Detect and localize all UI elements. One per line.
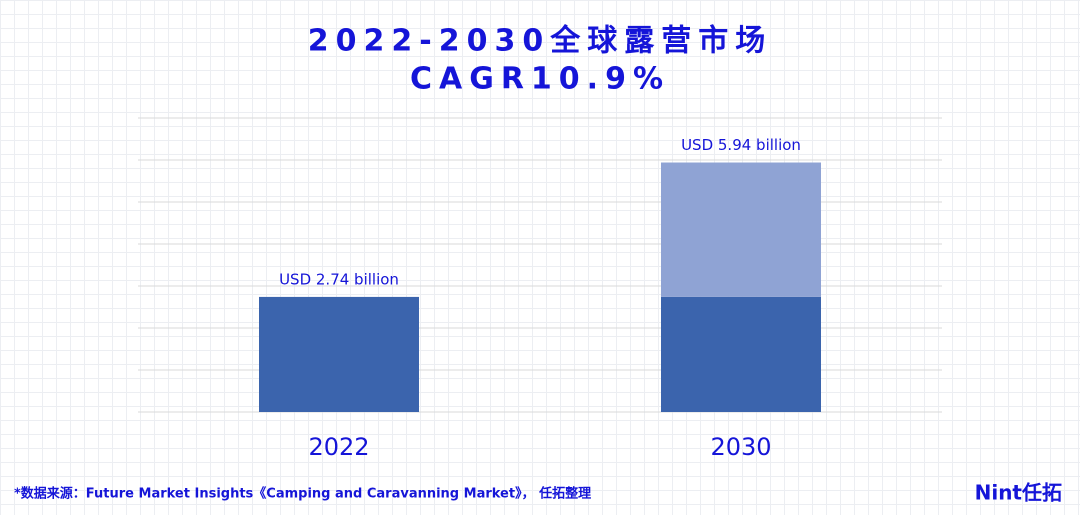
value-label: USD 5.94 billion bbox=[681, 136, 801, 154]
value-label: USD 2.74 billion bbox=[279, 270, 399, 288]
bar-segment bbox=[661, 162, 821, 297]
bar-segment bbox=[259, 296, 419, 412]
logo: Nint任拓 bbox=[975, 481, 1062, 505]
chart-title: 2022-2030全球露营市场 bbox=[308, 24, 772, 59]
bar-segment bbox=[661, 296, 821, 412]
source-note: *数据来源：Future Market Insights《Camping and… bbox=[14, 486, 591, 502]
x-tick-label: 2022 bbox=[308, 433, 369, 461]
x-tick-label: 2030 bbox=[710, 433, 771, 461]
chart-subtitle: CAGR10.9% bbox=[410, 62, 670, 97]
